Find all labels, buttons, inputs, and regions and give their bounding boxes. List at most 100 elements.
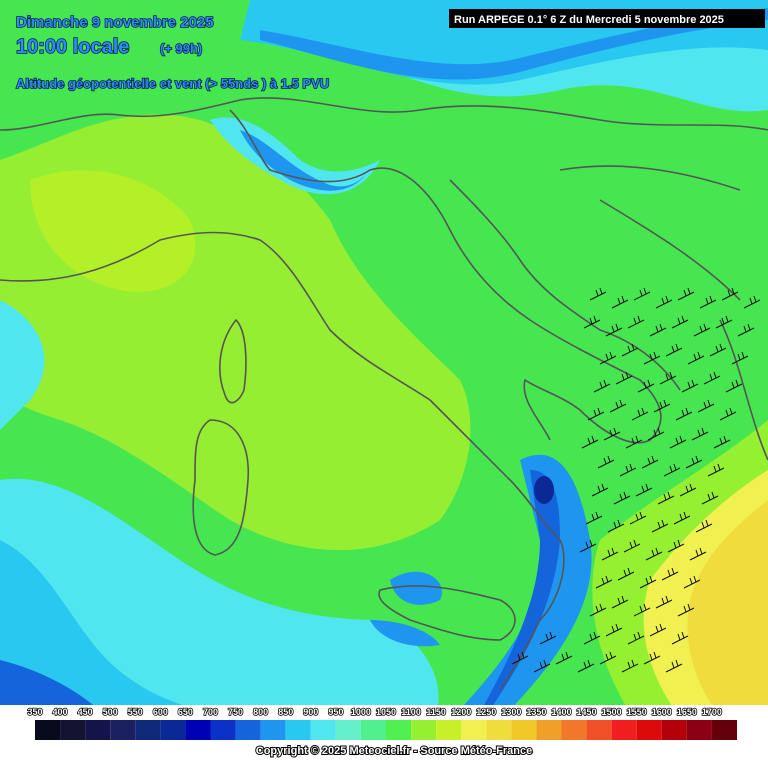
legend-label: 1500 xyxy=(602,707,622,717)
wind-barb xyxy=(633,287,651,301)
legend-swatch xyxy=(235,720,261,740)
wind-barb xyxy=(649,323,667,337)
wind-barb xyxy=(617,567,635,581)
wind-barb xyxy=(709,343,727,357)
wind-barb xyxy=(621,659,639,673)
legend-label: 1450 xyxy=(577,707,597,717)
wind-barb xyxy=(591,483,609,497)
wind-barb xyxy=(631,407,649,421)
legend-label: 900 xyxy=(303,707,318,717)
legend-label: 650 xyxy=(178,707,193,717)
wind-barb xyxy=(605,323,623,337)
wind-barb xyxy=(657,491,675,505)
legend-swatch xyxy=(210,720,236,740)
legend-swatch xyxy=(536,720,562,740)
legend-swatch xyxy=(135,720,161,740)
wind-barb xyxy=(587,407,605,421)
legend-swatch xyxy=(35,720,61,740)
legend-label: 1550 xyxy=(627,707,647,717)
wind-barb xyxy=(583,631,601,645)
legend-swatch xyxy=(686,720,712,740)
wind-barb xyxy=(611,595,629,609)
legend-label: 800 xyxy=(253,707,268,717)
wind-barb xyxy=(539,631,557,645)
wind-barb xyxy=(643,651,661,665)
wind-barb xyxy=(691,427,709,441)
legend-swatch xyxy=(386,720,412,740)
wind-barb xyxy=(641,455,659,469)
legend-swatch xyxy=(160,720,186,740)
lead-time: (+ 99h) xyxy=(160,41,202,56)
coastlines xyxy=(0,97,768,691)
legend-swatch xyxy=(661,720,687,740)
wind-barb xyxy=(555,651,573,665)
wind-barb xyxy=(707,463,725,477)
wind-barb xyxy=(603,427,621,441)
wind-barb xyxy=(677,287,695,301)
legend-label: 1350 xyxy=(526,707,546,717)
wind-barb xyxy=(589,603,607,617)
legend-label: 600 xyxy=(153,707,168,717)
wind-barb xyxy=(595,575,613,589)
wind-barb xyxy=(625,435,643,449)
legend-swatch xyxy=(486,720,512,740)
wind-barb xyxy=(713,435,731,449)
wind-barb xyxy=(635,483,653,497)
wind-barb xyxy=(681,379,699,393)
wind-barb xyxy=(593,379,611,393)
wind-barb xyxy=(655,595,673,609)
wind-barbs xyxy=(511,287,761,673)
wind-barb xyxy=(647,427,665,441)
wind-barb xyxy=(597,455,615,469)
wind-barb xyxy=(673,511,691,525)
wind-barb xyxy=(649,623,667,637)
legend-label: 850 xyxy=(278,707,293,717)
wind-barb xyxy=(637,379,655,393)
wind-barb xyxy=(699,295,717,309)
wind-barb xyxy=(627,315,645,329)
legend-label: 550 xyxy=(128,707,143,717)
wind-barb xyxy=(671,315,689,329)
legend-label: 700 xyxy=(203,707,218,717)
legend-swatch xyxy=(110,720,136,740)
legend-label: 500 xyxy=(103,707,118,717)
wind-barb xyxy=(695,519,713,533)
field-name: Altitude géopotentielle et vent (> 55nds… xyxy=(16,76,329,91)
wind-barb xyxy=(601,547,619,561)
wind-barb xyxy=(589,287,607,301)
wind-barb xyxy=(607,519,625,533)
legend-swatch xyxy=(85,720,111,740)
legend-label: 1050 xyxy=(376,707,396,717)
wind-barb xyxy=(677,603,695,617)
wind-barb xyxy=(621,343,639,357)
legend-swatch xyxy=(436,720,462,740)
wind-barb xyxy=(615,371,633,385)
wind-barb xyxy=(663,463,681,477)
wind-barb xyxy=(651,519,669,533)
wind-barb xyxy=(581,435,599,449)
legend-label: 400 xyxy=(53,707,68,717)
wind-barb xyxy=(613,491,631,505)
legend-swatch xyxy=(561,720,587,740)
wind-barb xyxy=(623,539,641,553)
legend-swatch xyxy=(611,720,637,740)
legend-swatch xyxy=(411,720,437,740)
wind-barb xyxy=(633,603,651,617)
legend-swatch xyxy=(285,720,311,740)
run-info: Run ARPEGE 0.1° 6 Z du Mercredi 5 novemb… xyxy=(454,14,724,26)
wind-barb xyxy=(655,295,673,309)
wind-barb xyxy=(577,659,595,673)
run-box xyxy=(449,9,765,28)
legend-label: 1200 xyxy=(451,707,471,717)
legend-label: 1150 xyxy=(426,707,446,717)
legend-swatch xyxy=(586,720,612,740)
wind-barb xyxy=(639,575,657,589)
wind-barb xyxy=(605,623,623,637)
header: Dimanche 9 novembre 2025 10:00 locale (+… xyxy=(15,9,765,92)
wind-barb xyxy=(665,659,683,673)
wind-barb xyxy=(669,435,687,449)
legend-label: 1700 xyxy=(702,707,722,717)
wind-barb xyxy=(533,659,551,673)
wind-barb xyxy=(667,539,685,553)
wind-barb xyxy=(661,567,679,581)
